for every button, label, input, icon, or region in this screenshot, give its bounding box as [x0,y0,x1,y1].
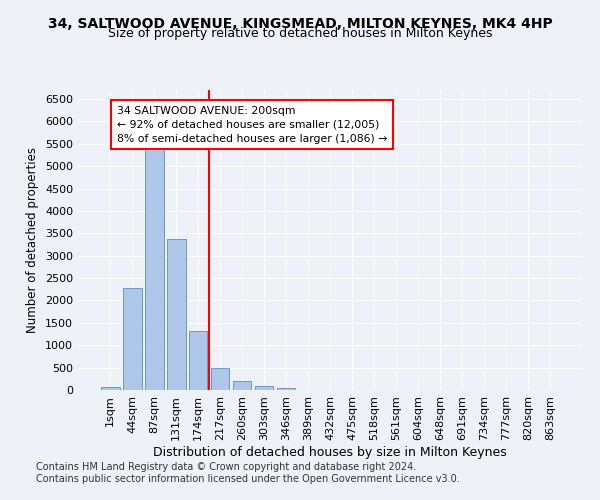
Text: Contains HM Land Registry data © Crown copyright and database right 2024.: Contains HM Land Registry data © Crown c… [36,462,416,472]
X-axis label: Distribution of detached houses by size in Milton Keynes: Distribution of detached houses by size … [153,446,507,458]
Bar [145,148,164,390]
Text: Contains public sector information licensed under the Open Government Licence v3: Contains public sector information licen… [36,474,460,484]
Bar [189,332,208,390]
Text: 34 SALTWOOD AVENUE: 200sqm
← 92% of detached houses are smaller (12,005)
8% of s: 34 SALTWOOD AVENUE: 200sqm ← 92% of deta… [117,106,387,144]
Bar [233,382,251,390]
Bar [277,388,295,390]
Bar [101,388,119,390]
Text: Size of property relative to detached houses in Milton Keynes: Size of property relative to detached ho… [108,28,492,40]
Bar [123,288,142,390]
Bar [255,386,274,390]
Text: 34, SALTWOOD AVENUE, KINGSMEAD, MILTON KEYNES, MK4 4HP: 34, SALTWOOD AVENUE, KINGSMEAD, MILTON K… [47,18,553,32]
Y-axis label: Number of detached properties: Number of detached properties [26,147,40,333]
Bar [167,238,185,390]
Bar [211,368,229,390]
